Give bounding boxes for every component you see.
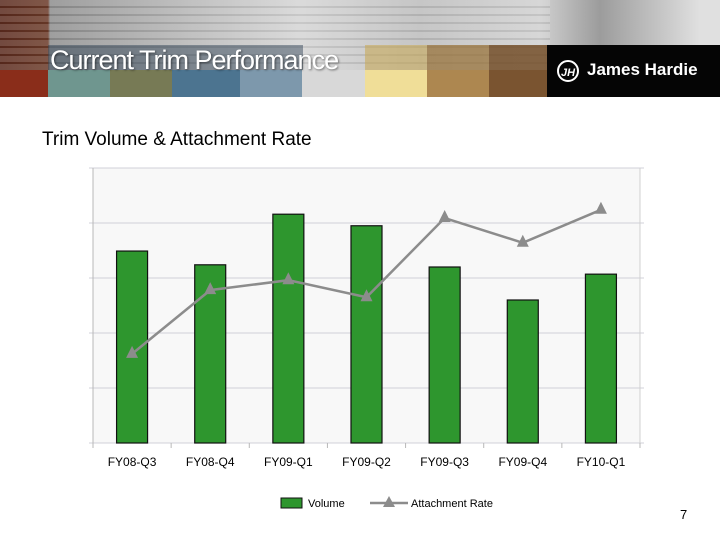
volume-bar	[194, 264, 227, 444]
x-tick-label: FY09-Q1	[264, 455, 313, 469]
x-tick-label: FY08-Q3	[108, 455, 157, 469]
volume-bar	[506, 299, 539, 444]
color-swatches	[0, 70, 550, 97]
x-tick-label: FY09-Q4	[498, 455, 547, 469]
x-tick-label: FY09-Q3	[420, 455, 469, 469]
attachment-rate-marker	[438, 210, 451, 223]
attachment-rate-marker	[282, 272, 295, 285]
banner-tint	[427, 45, 489, 70]
legend-volume-swatch	[280, 497, 303, 509]
volume-bar	[350, 225, 383, 444]
volume-bar	[584, 273, 618, 444]
legend-attachment-marker	[383, 496, 395, 507]
legend-attachment-label: Attachment Rate	[411, 498, 493, 510]
volume-bar	[272, 213, 305, 444]
x-tick-label: FY09-Q2	[342, 455, 391, 469]
banner-tint	[489, 45, 547, 70]
slide-title: Current Trim Performance	[50, 45, 339, 75]
attachment-rate-marker	[204, 282, 217, 295]
james-hardie-logo: JH James Hardie	[547, 45, 720, 97]
attachment-rate-marker	[516, 234, 529, 247]
legend-volume-label: Volume	[308, 498, 345, 510]
header-banner: Current Trim Performance JH James Hardie	[0, 0, 720, 97]
volume-bar	[428, 266, 461, 444]
chart-subtitle: Trim Volume & Attachment Rate	[42, 129, 312, 150]
jh-logo-icon: JH	[557, 60, 579, 82]
banner-tint	[365, 45, 427, 70]
page-number: 7	[680, 507, 688, 522]
attachment-rate-marker	[360, 289, 373, 302]
title-backdrop	[48, 45, 303, 70]
attachment-rate-marker	[594, 201, 607, 214]
x-tick-label: FY08-Q4	[186, 455, 235, 469]
x-tick-label: FY10-Q1	[577, 455, 626, 469]
logo-text: James Hardie	[587, 60, 698, 79]
attachment-rate-marker	[126, 345, 139, 358]
